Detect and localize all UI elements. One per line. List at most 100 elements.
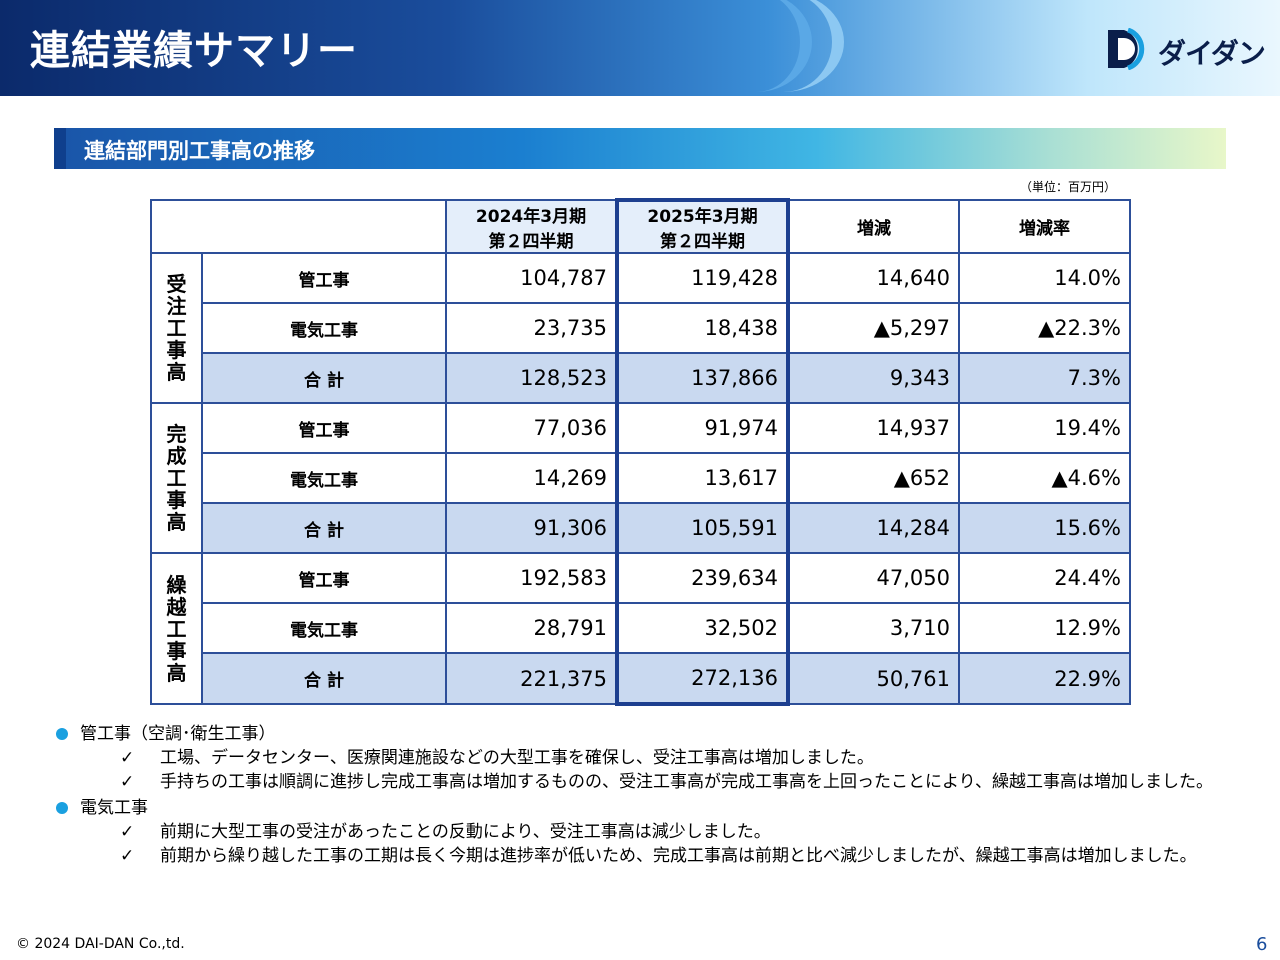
category-char: 受 [166, 272, 187, 296]
row-label: 電気工事 [201, 452, 447, 504]
check-icon: ✓ [120, 846, 135, 866]
header-banner: 連結業績サマリー ダイダン [0, 0, 1280, 96]
category-char: 事 [166, 638, 187, 663]
category-char: 事 [166, 338, 187, 362]
column-header-prev: 2024年3月期 第２四半期 [445, 199, 618, 254]
table-row: 電気工事 23,735 18,438 ▲5,297 ▲22.3% [151, 302, 1131, 354]
notes-section: 管工事（空調･衛生工事） ✓ 工場、データセンター、医療関連施設などの大型工事を… [54, 722, 1234, 868]
column-header-prev-line2: 第２四半期 [488, 231, 574, 252]
table-row: 受 注 工 事 高 管工事 104,787 119,428 14,640 14.… [150, 252, 1131, 404]
note-item: ✓ 工場、データセンター、医療関連施設などの大型工事を確保し、受注工事高は増加し… [54, 746, 1234, 770]
cell-rate: 24.4% [958, 552, 1131, 604]
cell-change: 14,640 [787, 252, 960, 304]
column-header-current: 2025年3月期 第２四半期 [615, 198, 790, 254]
check-icon: ✓ [120, 772, 135, 792]
cell-change: 14,284 [787, 502, 960, 554]
category-char: 越 [166, 594, 187, 619]
results-table: 2024年3月期 第２四半期 2025年3月期 第２四半期 増減 増減率 受 注… [150, 198, 1131, 706]
page-title: 連結業績サマリー [30, 28, 358, 74]
cell-prev: 91,306 [445, 502, 618, 554]
table-row: 繰 越 工 事 高 管工事 192,583 239,634 47,050 24.… [150, 552, 1131, 705]
category-carried-over: 繰 越 工 事 高 [150, 552, 203, 705]
category-char: 事 [166, 488, 187, 512]
column-header-current-line2: 第２四半期 [660, 232, 745, 252]
cell-prev: 104,787 [445, 252, 618, 304]
cell-change: 47,050 [787, 552, 960, 604]
header-decoration-arc [722, 0, 844, 92]
row-label: 管工事 [201, 552, 447, 604]
note-heading-electric: 電気工事 [54, 796, 1234, 820]
column-header-prev-line1: 2024年3月期 [475, 206, 587, 227]
category-char: 完 [166, 422, 187, 446]
cell-current: 105,591 [615, 502, 790, 554]
cell-change: 3,710 [787, 602, 960, 654]
category-char: 成 [166, 444, 187, 468]
row-label: 電気工事 [201, 302, 447, 354]
cell-current: 239,634 [615, 552, 790, 604]
copyright: © 2024 DAI-DAN Co.,td. [16, 936, 185, 952]
row-label: 合 計 [201, 502, 447, 554]
cell-change: 9,343 [787, 352, 960, 404]
cell-prev: 128,523 [445, 352, 618, 404]
table-row: 電気工事 14,269 13,617 ▲652 ▲4.6% [151, 452, 1131, 504]
table-header-row: 2024年3月期 第２四半期 2025年3月期 第２四半期 増減 増減率 [150, 198, 1131, 254]
cell-rate: 19.4% [958, 402, 1131, 454]
cell-rate: ▲22.3% [958, 302, 1131, 354]
category-char: 工 [166, 316, 187, 340]
cell-change: ▲5,297 [787, 302, 960, 354]
cell-prev: 14,269 [445, 452, 618, 504]
table-row-total: 合 計 91,306 105,591 14,284 15.6% [151, 502, 1131, 554]
company-logo: ダイダン [1106, 28, 1266, 70]
cell-rate: ▲4.6% [958, 452, 1131, 504]
note-text: 手持ちの工事は順調に進捗し完成工事高は増加するものの、受注工事高が完成工事高を上… [160, 772, 1213, 792]
column-header-change-rate: 増減率 [958, 199, 1131, 254]
note-item: ✓ 前期から繰り越した工事の工期は長く今期は進捗率が低いため、完成工事高は前期と… [54, 844, 1234, 868]
cell-prev: 192,583 [445, 552, 618, 604]
cell-current: 119,428 [615, 252, 790, 304]
note-item: ✓ 前期に大型工事の受注があったことの反動により、受注工事高は減少しました。 [54, 820, 1234, 844]
check-icon: ✓ [120, 822, 135, 842]
table-row-total: 合 計 128,523 137,866 9,343 7.3% [151, 352, 1131, 404]
category-char: 工 [166, 466, 187, 490]
category-char: 高 [166, 510, 187, 534]
cell-prev: 77,036 [445, 402, 618, 454]
cell-prev: 221,375 [445, 652, 618, 705]
section-header: 連結部門別工事高の推移 [54, 128, 1226, 169]
logo-text: ダイダン [1158, 37, 1266, 70]
note-item: ✓ 手持ちの工事は順調に進捗し完成工事高は増加するものの、受注工事高が完成工事高… [54, 770, 1234, 794]
logo-mark-icon [1108, 28, 1145, 70]
cell-current: 272,136 [615, 652, 790, 706]
category-char: 注 [166, 294, 187, 318]
header-blank-cell [150, 199, 447, 254]
note-text: 工場、データセンター、医療関連施設などの大型工事を確保し、受注工事高は増加しまし… [160, 748, 874, 768]
cell-change: 14,937 [787, 402, 960, 454]
page-number: 6 [1256, 934, 1268, 955]
note-text: 前期から繰り越した工事の工期は長く今期は進捗率が低いため、完成工事高は前期と比べ… [160, 846, 1197, 866]
unit-note: （単位：百万円） [1020, 180, 1117, 194]
table-row: 完 成 工 事 高 管工事 77,036 91,974 14,937 19.4% [150, 402, 1131, 554]
category-orders-received: 受 注 工 事 高 [150, 252, 203, 404]
cell-current: 91,974 [615, 402, 790, 454]
cell-current: 13,617 [615, 452, 790, 504]
cell-rate: 22.9% [958, 652, 1131, 705]
cell-rate: 15.6% [958, 502, 1131, 554]
category-char: 繰 [166, 572, 187, 597]
row-label: 管工事 [201, 402, 447, 454]
cell-prev: 23,735 [445, 302, 618, 354]
cell-prev: 28,791 [445, 602, 618, 654]
column-header-change: 増減 [787, 199, 960, 254]
table-row: 電気工事 28,791 32,502 3,710 12.9% [151, 602, 1131, 654]
category-char: 高 [166, 660, 187, 685]
section-title: 連結部門別工事高の推移 [84, 139, 315, 163]
column-header-current-line1: 2025年3月期 [647, 207, 758, 227]
cell-change: 50,761 [787, 652, 960, 705]
category-completed: 完 成 工 事 高 [150, 402, 203, 554]
check-icon: ✓ [120, 748, 135, 768]
cell-current: 32,502 [615, 602, 790, 654]
note-heading-pipe: 管工事（空調･衛生工事） [54, 722, 1234, 746]
row-label: 管工事 [201, 252, 447, 304]
note-text: 前期に大型工事の受注があったことの反動により、受注工事高は減少しました。 [160, 822, 771, 842]
row-label: 合 計 [201, 652, 447, 705]
cell-current: 18,438 [615, 302, 790, 354]
cell-rate: 14.0% [958, 252, 1131, 304]
